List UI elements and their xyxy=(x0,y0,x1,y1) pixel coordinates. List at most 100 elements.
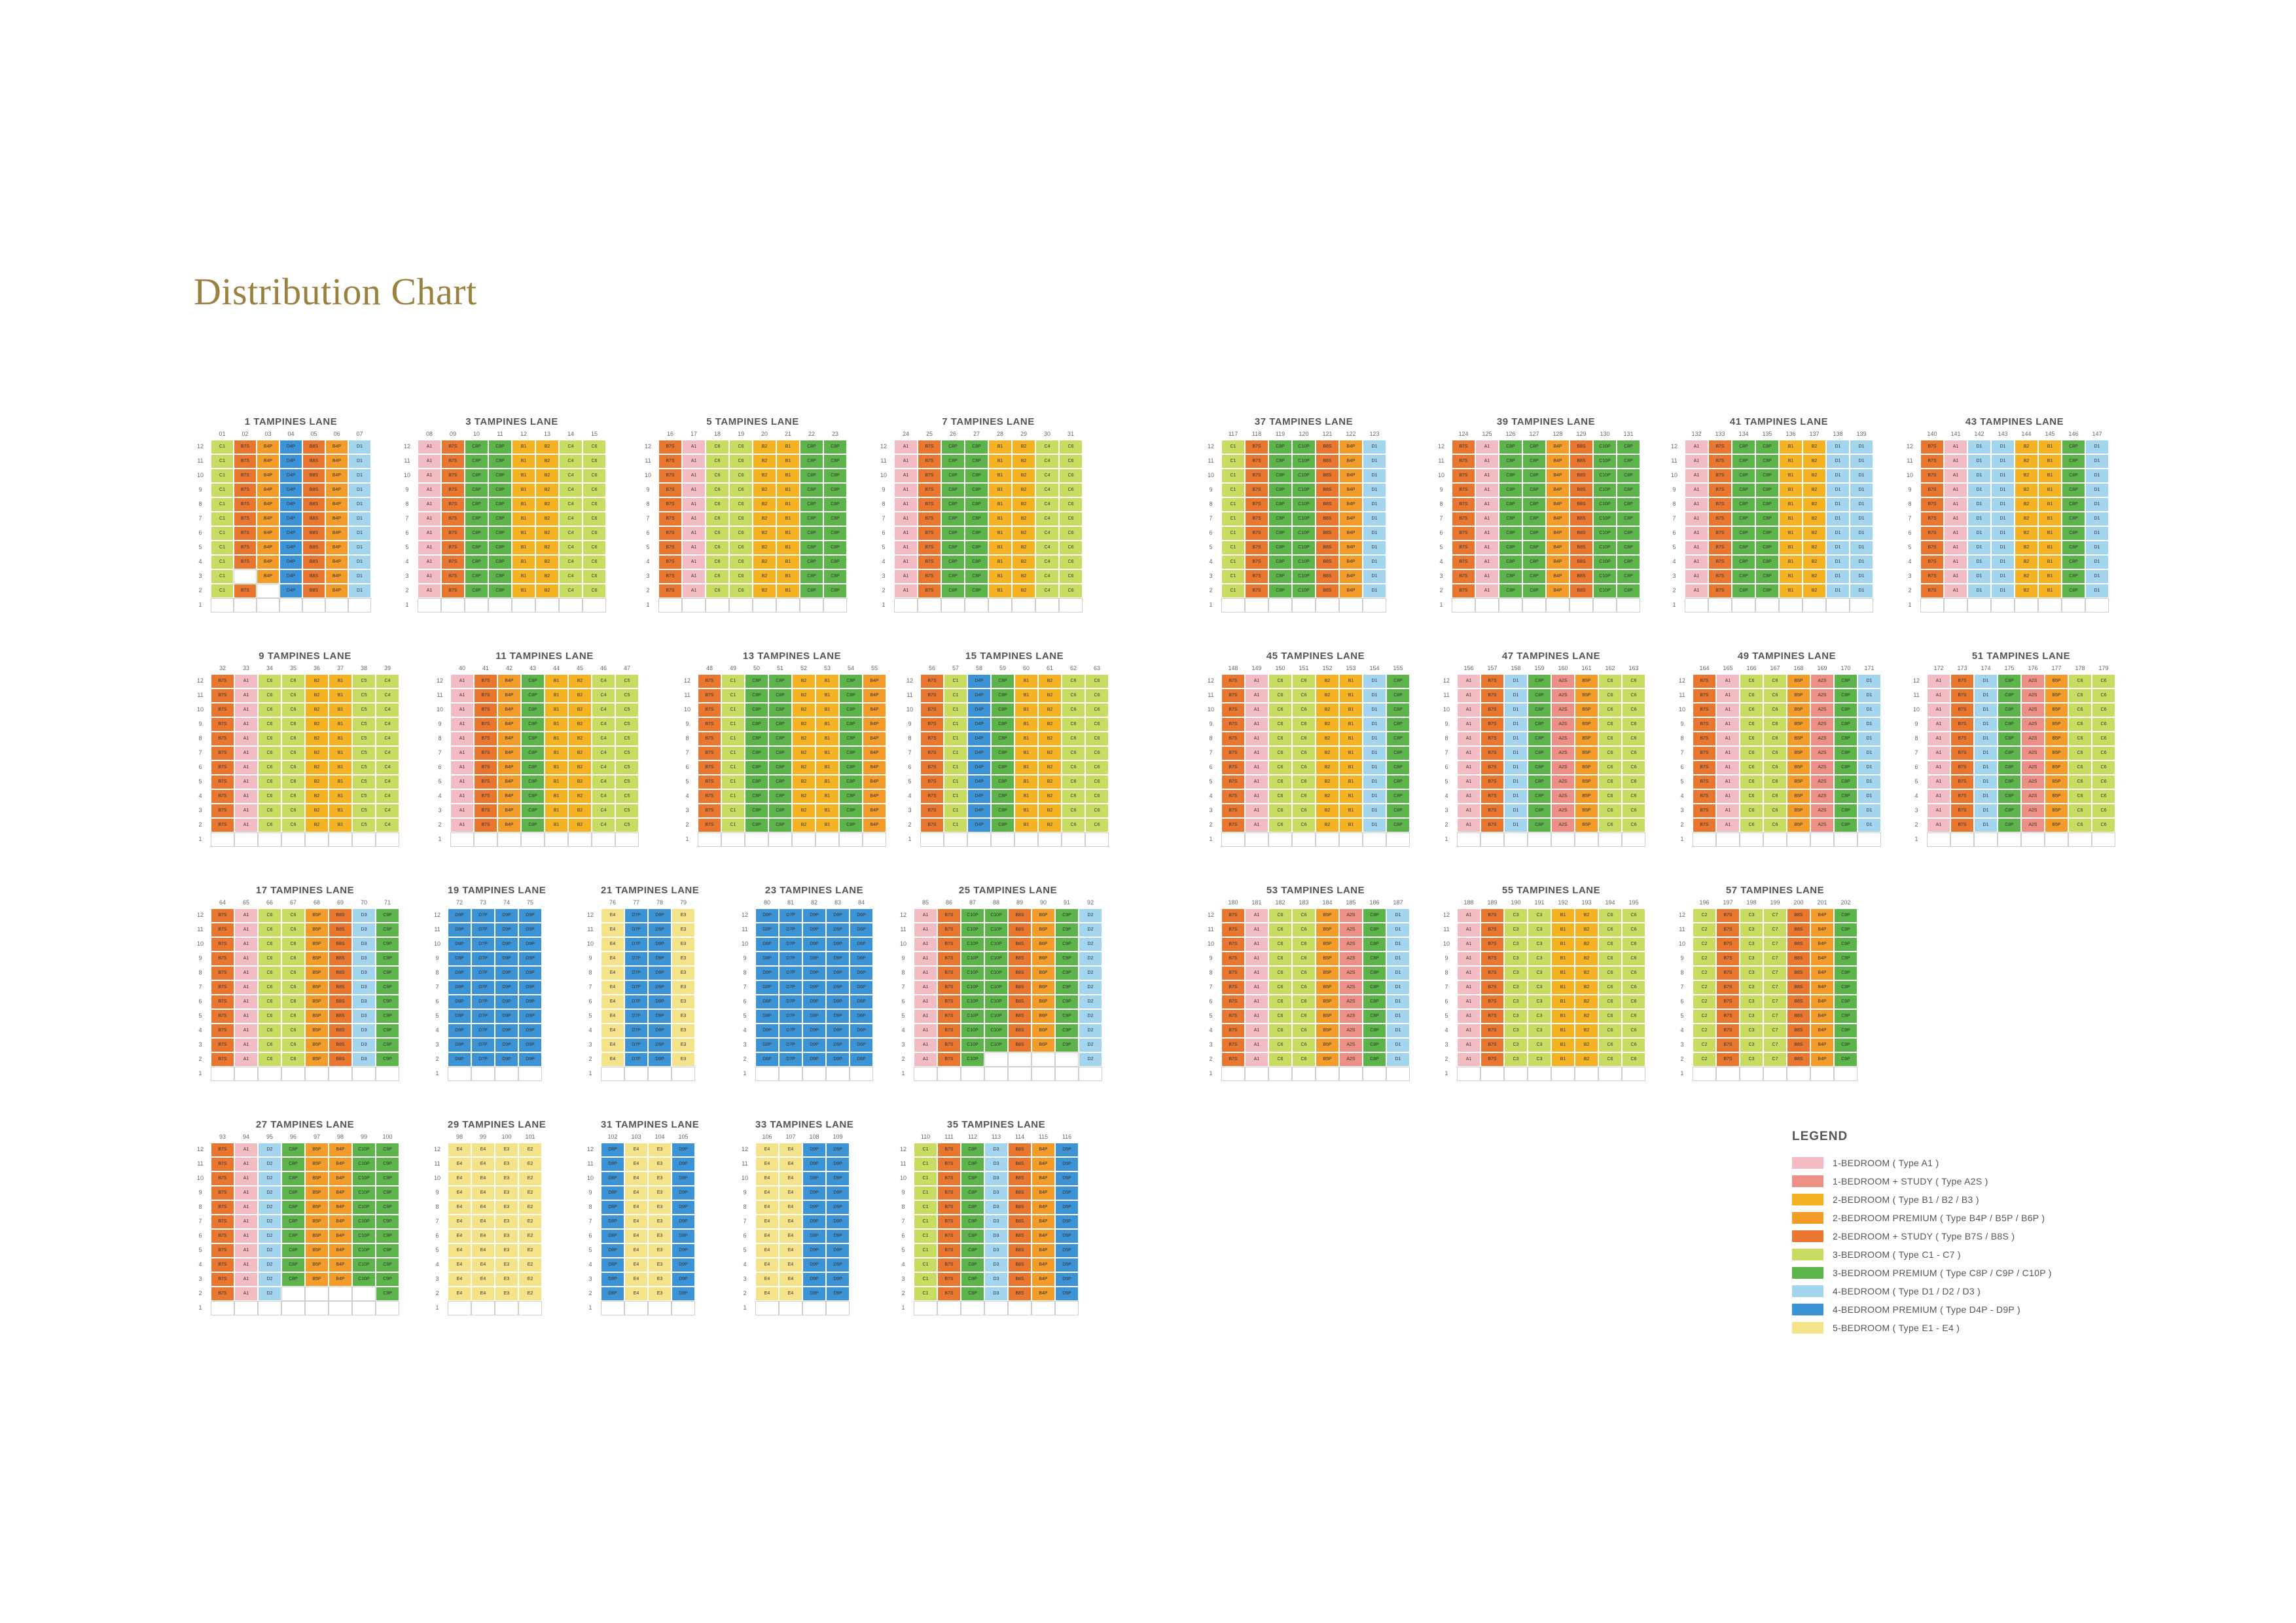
unit-cell: A1 xyxy=(1457,746,1480,760)
unit-cell: C8P xyxy=(1499,483,1522,497)
unit-cell: B8S xyxy=(1008,1186,1031,1200)
unit-cell: D7P xyxy=(471,1038,495,1052)
unit-cell: B5P xyxy=(2045,760,2068,775)
unit-cell: C1 xyxy=(721,746,745,760)
unit-cell: C1 xyxy=(914,1272,937,1287)
unit-cell: C6 xyxy=(2092,717,2115,732)
unit-number: 153 xyxy=(1346,665,1356,671)
unit-cell: B2 xyxy=(1012,454,1035,469)
unit-cell: C8P xyxy=(465,440,488,454)
unit-cell: C8P xyxy=(823,555,847,569)
unit-number: 197 xyxy=(1723,899,1733,906)
unit-cell: B8S xyxy=(1316,584,1339,598)
unit-cell xyxy=(1292,832,1316,847)
unit-cell: D1 xyxy=(1967,440,1991,454)
unit-cell: B1 xyxy=(1551,1024,1575,1038)
unit-cell: C7 xyxy=(1763,1038,1787,1052)
unit-cell: D9P xyxy=(802,952,826,966)
floor-number: 9 xyxy=(435,955,439,961)
unit-number: 03 xyxy=(264,431,272,437)
unit-cell: C9P xyxy=(1834,937,1857,952)
unit-cell: C6 xyxy=(1622,818,1645,832)
unit-cell: C10P xyxy=(961,908,984,923)
unit-cell: D1 xyxy=(1363,717,1386,732)
unit-cell: C8P xyxy=(800,584,823,598)
block-9-tampines-lane: 9 TAMPINES LANE 32 33 34 35 36 37 38 39 12 11 10 9 8 7… xyxy=(194,651,399,847)
unit-cell: D3 xyxy=(352,966,376,980)
block-25-tampines-lane: 25 TAMPINES LANE 85 86 87 88 89 90 91 92 12 11 10 9 8… xyxy=(897,885,1102,1081)
unit-number: 32 xyxy=(219,665,226,671)
unit-cell: B7S xyxy=(211,1186,234,1200)
unit-cell: A2S xyxy=(1810,688,1834,703)
unit-cell xyxy=(1031,1067,1055,1081)
floor-number: 4 xyxy=(1914,793,1918,799)
unit-cell: C6 xyxy=(258,775,281,789)
unit-cell: C4 xyxy=(376,804,399,818)
unit-cell: B5P xyxy=(1787,804,1810,818)
floor-number: 1 xyxy=(901,1304,905,1311)
unit-cell: C6 xyxy=(2068,760,2092,775)
unit-cell: C8P xyxy=(521,746,545,760)
unit-cell xyxy=(1810,1067,1834,1081)
unit-cell: C10P xyxy=(1292,469,1316,483)
unit-cell: C8P xyxy=(521,804,545,818)
unit-number: 167 xyxy=(1770,665,1780,671)
unit-cell: C8P xyxy=(488,454,512,469)
unit-cell: B1 xyxy=(1779,483,1803,497)
unit-cell: C6 xyxy=(1622,952,1645,966)
floor-number: 6 xyxy=(882,529,886,536)
unit-cell: C1 xyxy=(211,454,234,469)
floor-number: 6 xyxy=(198,1232,202,1239)
unit-cell: C7 xyxy=(1763,952,1787,966)
unit-cell: B1 xyxy=(1551,1052,1575,1067)
unit-number: 43 xyxy=(529,665,536,671)
unit-cell: C6 xyxy=(258,952,281,966)
unit-cell: D4P xyxy=(279,555,302,569)
unit-cell: B4P xyxy=(1339,555,1363,569)
unit-cell: C8P xyxy=(465,454,488,469)
unit-cell: E4 xyxy=(755,1171,779,1186)
unit-number: 95 xyxy=(266,1133,273,1140)
unit-cell: C8P xyxy=(965,454,988,469)
unit-number: 04 xyxy=(287,431,295,437)
block-title: 47 TAMPINES LANE xyxy=(1501,651,1601,662)
unit-number: 11 xyxy=(497,431,503,437)
unit-cell: B7S xyxy=(211,1143,234,1157)
unit-cell: C5 xyxy=(615,717,639,732)
unit-cell: C6 xyxy=(1292,775,1316,789)
unit-cell: B8S xyxy=(1787,923,1810,937)
unit-number: 33 xyxy=(242,665,249,671)
unit-cell: C10P xyxy=(1292,454,1316,469)
unit-cell: B7S xyxy=(1480,966,1504,980)
unit-cell xyxy=(1055,1052,1079,1067)
unit-cell: A1 xyxy=(682,454,706,469)
floor-number: 5 xyxy=(685,778,689,785)
unit-number: 75 xyxy=(526,899,533,906)
unit-cell: C8P xyxy=(745,746,768,760)
unit-cell: D9P xyxy=(518,937,542,952)
unit-cell: B4P xyxy=(1339,541,1363,555)
unit-cell xyxy=(1457,832,1480,847)
unit-cell: C4 xyxy=(376,703,399,717)
unit-cell: C2 xyxy=(1693,923,1716,937)
floor-number: 9 xyxy=(901,955,905,961)
unit-cell xyxy=(1551,1067,1575,1081)
unit-cell: B1 xyxy=(1014,732,1038,746)
unit-cell: E4 xyxy=(624,1215,648,1229)
floor-number: 5 xyxy=(1914,778,1918,785)
unit-cell: C10P xyxy=(961,1024,984,1038)
unit-cell: C8P xyxy=(465,555,488,569)
unit-cell: B7S xyxy=(658,512,682,526)
unit-cell: C4 xyxy=(592,775,615,789)
unit-cell: D8P xyxy=(601,1171,624,1186)
unit-cell: A1 xyxy=(1245,952,1268,966)
unit-cell: A1 xyxy=(234,775,258,789)
floor-number: 10 xyxy=(196,472,204,478)
unit-cell: E4 xyxy=(471,1258,495,1272)
unit-cell: B2 xyxy=(568,818,592,832)
unit-cell: C9P xyxy=(1834,1038,1857,1052)
unit-cell: A2S xyxy=(2021,818,2045,832)
unit-cell: C6 xyxy=(583,440,606,454)
unit-cell: C9P xyxy=(376,1229,399,1243)
unit-cell: D5P xyxy=(1055,1258,1079,1272)
